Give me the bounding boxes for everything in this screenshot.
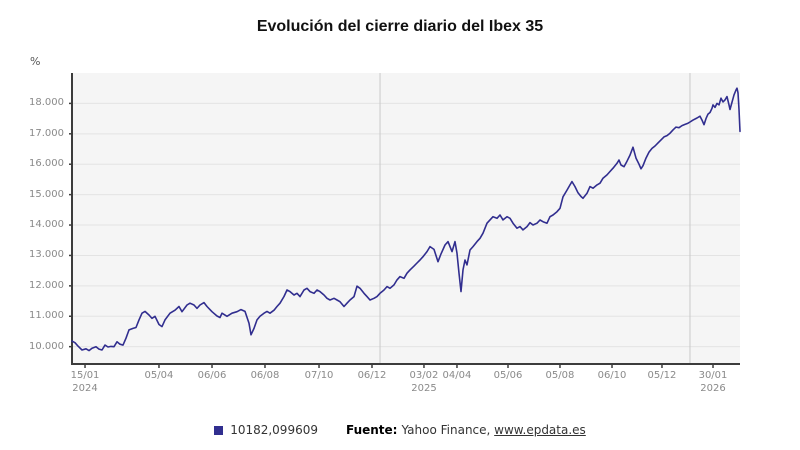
x-tick-label: 05/08 [545,370,575,381]
x-tick-year-label: 2025 [411,383,437,394]
y-tick-label: 13.000 [29,249,64,261]
legend-series-label: 10182,099609 [230,423,318,437]
x-tick-label: 06/06 [197,370,227,381]
x-tick-label: 30/01 2026 [681,369,745,395]
y-tick-label: 17.000 [29,127,64,139]
x-tick-label: 05/06 [493,370,523,381]
x-tick-label: 07/10 [304,370,334,381]
y-tick-label: 10.000 [29,340,64,352]
y-tick-label: 12.000 [29,279,64,291]
source-prefix: Fuente: [345,423,398,437]
x-tick-year-label: 2026 [700,383,726,394]
x-tick-label: 05/04 [144,370,174,381]
x-tick-label: 06/10 [597,370,627,381]
chart-legend: 10182,099609 Fuente: Yahoo Finance, www.e… [0,423,800,437]
x-tick-label: 06/12 [357,370,387,381]
series-line [71,87,741,352]
y-tick-label: 15.000 [29,188,64,200]
legend-series-swatch [214,425,224,435]
y-tick-label: 18.000 [29,97,64,109]
source-text: Yahoo Finance, [401,423,495,437]
x-tick-label: 03/02 2025 [392,369,456,395]
chart-title: Evolución del cierre diario del Ibex 35 [256,18,544,35]
y-tick-label: 11.000 [29,310,64,322]
x-tick-label: 06/08 [250,370,280,381]
x-tick-year-label: 2024 [72,383,98,394]
source-attribution: Fuente: Yahoo Finance, www.epdata.es [346,423,586,437]
x-tick-label: 15/01 2024 [53,369,117,395]
y-axis-unit-label: % [30,55,41,68]
x-tick-label: 04/04 [442,370,472,381]
plot-background [72,73,740,364]
x-tick-label: 05/12 [647,370,677,381]
y-tick-label: 14.000 [29,219,64,231]
source-link[interactable]: www.epdata.es [494,423,586,437]
y-tick-label: 16.000 [29,158,64,170]
